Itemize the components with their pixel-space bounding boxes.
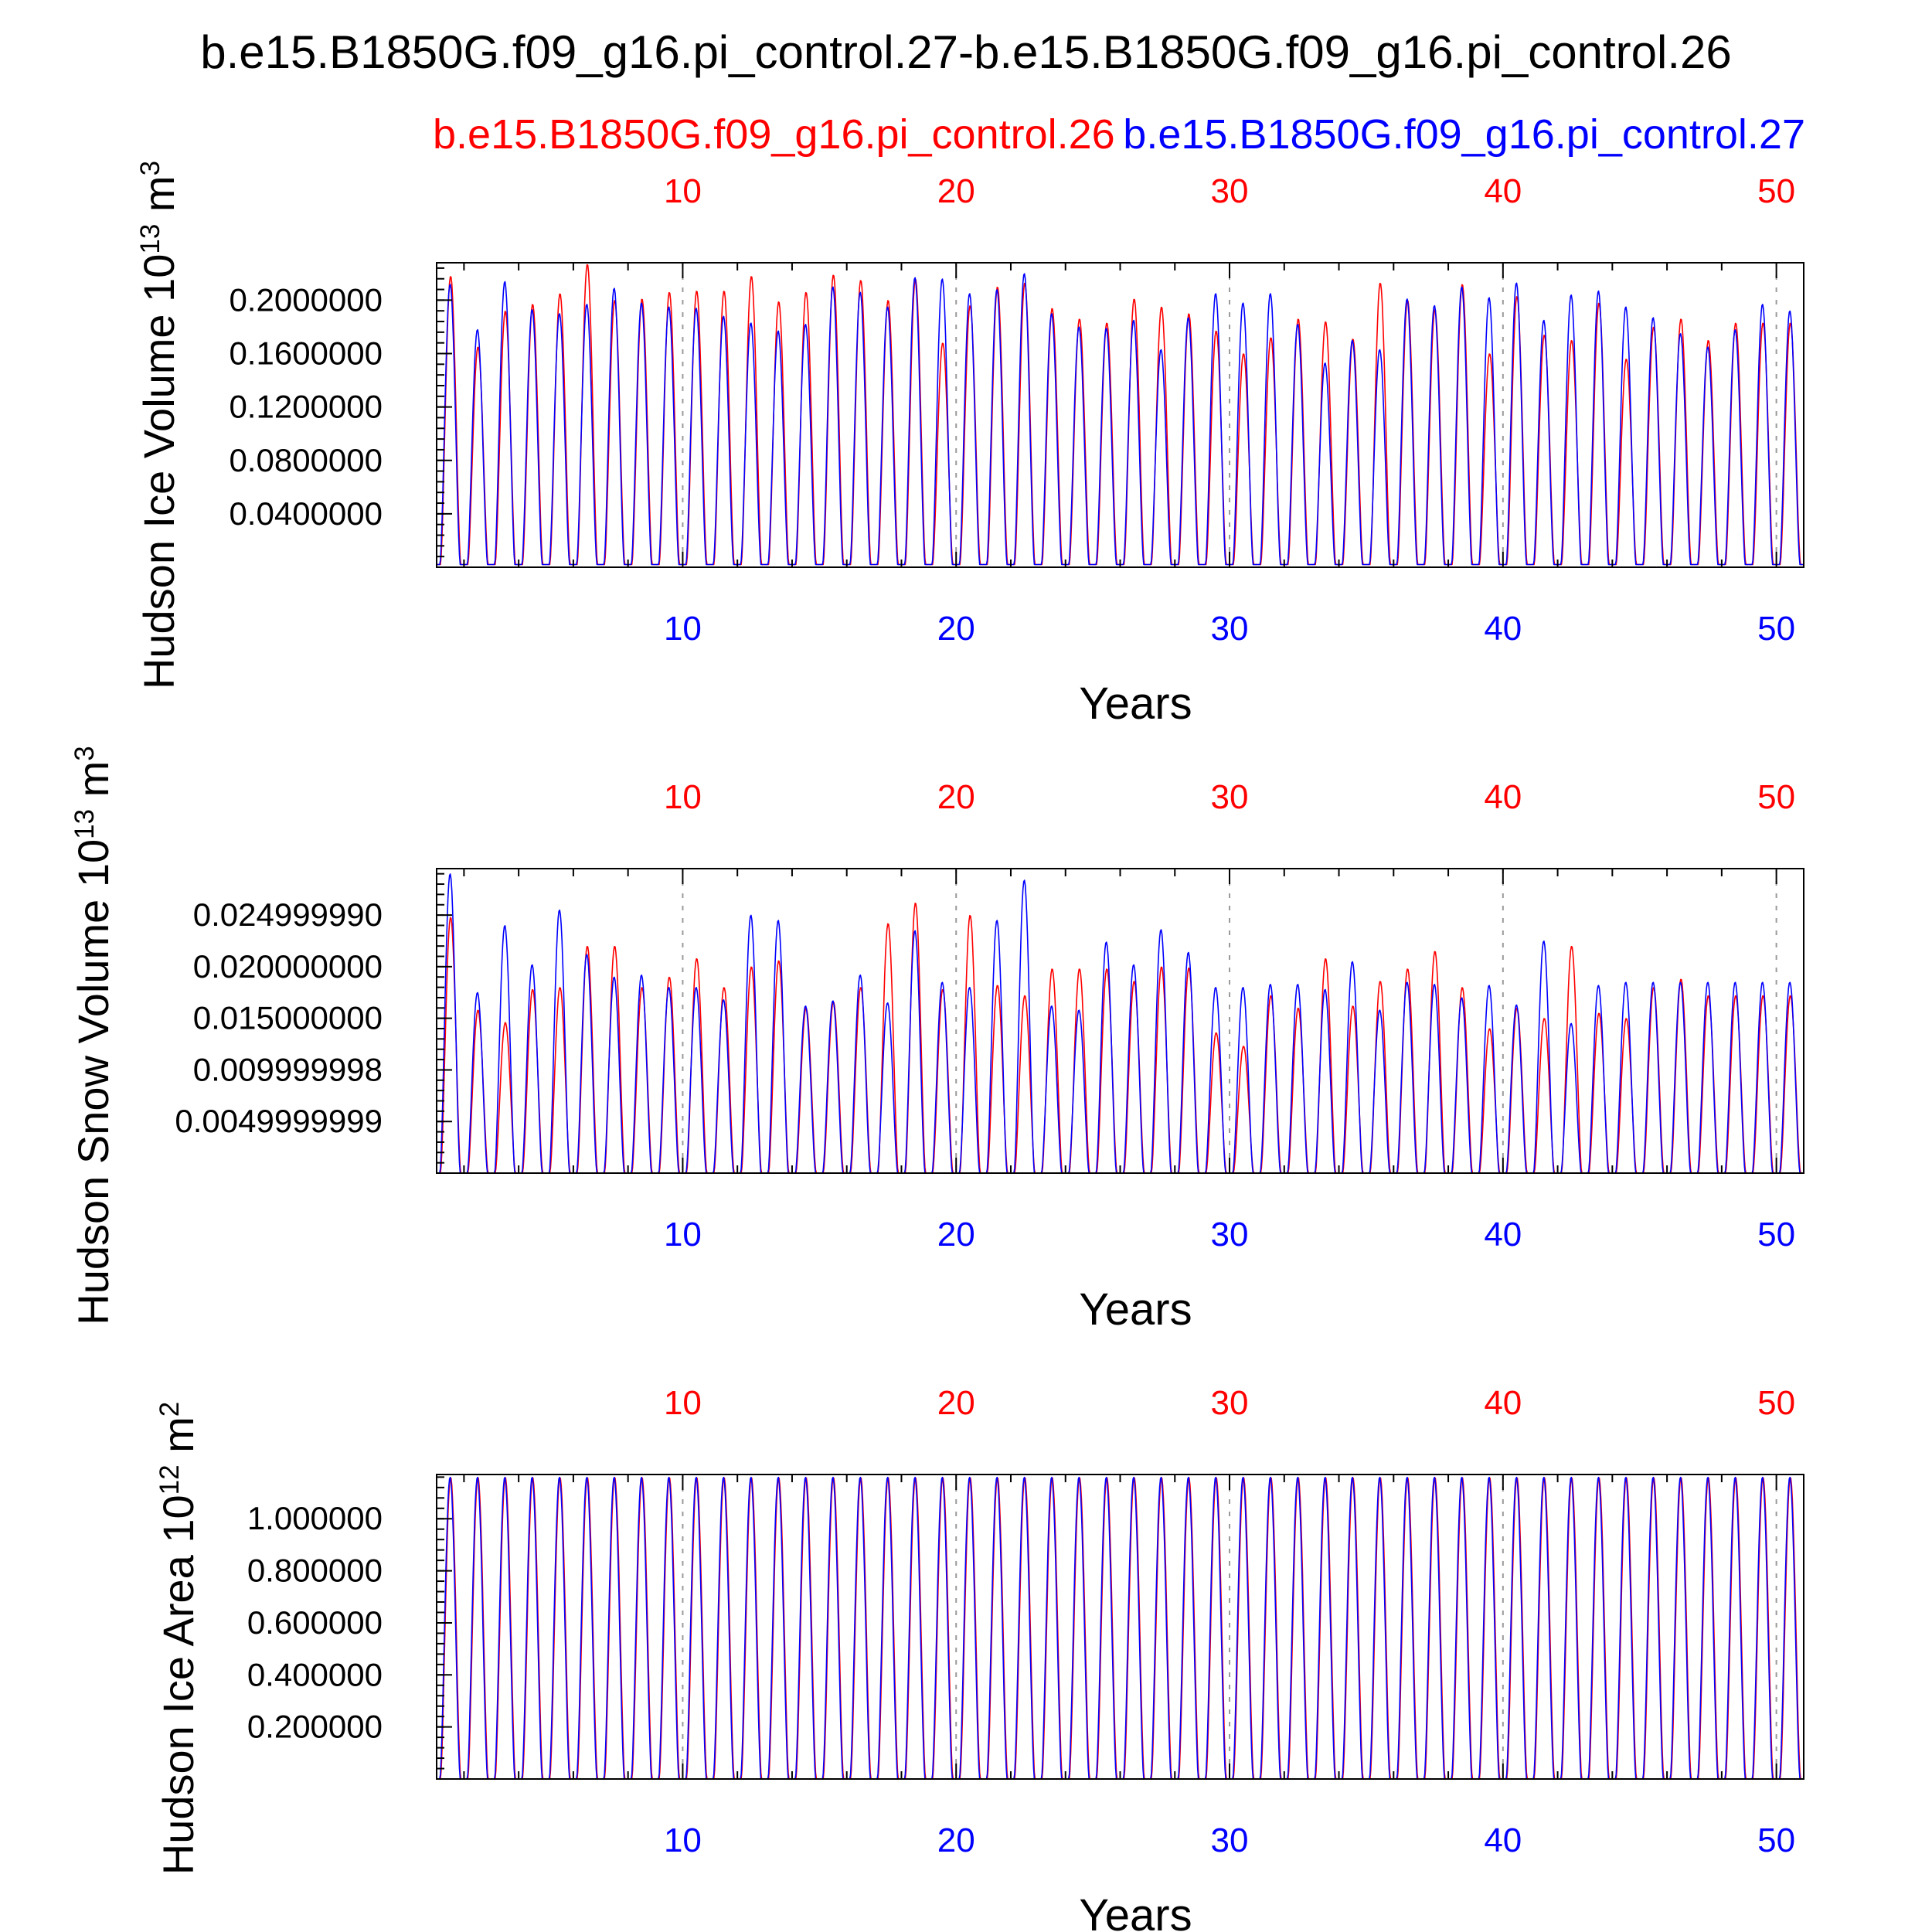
x-tick-label-bottom-20: 20 (937, 1821, 975, 1859)
x-tick-label-bottom-40: 40 (1484, 1821, 1522, 1859)
x-tick-label-top-30: 30 (1211, 1384, 1249, 1422)
panel-ice-area: 10 10 20 20 30 30 40 40 50 50 0.200000 0.400000 0.60… (154, 1384, 1804, 1932)
legend-blue-label: b.e15.B1850G.f09_g16.pi_control.27 (1123, 111, 1805, 158)
x-tick-label-top-10: 10 (664, 172, 702, 210)
y-tick-label-3: 0.1600000 (229, 335, 383, 372)
figure-title: b.e15.B1850G.f09_g16.pi_control.27-b.e15… (200, 26, 1732, 78)
x-tick-label-bottom-10: 10 (664, 1216, 702, 1253)
y-tick-label-0: 0.200000 (247, 1709, 383, 1745)
x-tick-label-top-10: 10 (664, 1384, 702, 1422)
series-line-control-27 (437, 1476, 1804, 1780)
y-tick-label-1: 0.009999998 (193, 1051, 383, 1087)
series-line-control-27 (437, 873, 1804, 1174)
x-axis-title: Years (1079, 1284, 1192, 1335)
plot-frame (436, 1474, 1804, 1780)
x-tick-label-bottom-20: 20 (937, 610, 975, 648)
y-tick-label-4: 0.2000000 (229, 281, 383, 318)
x-tick-label-top-30: 30 (1211, 778, 1249, 816)
x-tick-label-top-20: 20 (937, 1384, 975, 1422)
y-tick-label-0: 0.0400000 (229, 495, 383, 532)
y-tick-label-2: 0.015000000 (193, 1000, 383, 1036)
panel-snow-volume: 10 10 20 20 30 30 40 40 50 50 0.0049999999 0.009999… (69, 746, 1804, 1335)
x-tick-label-top-20: 20 (937, 778, 975, 816)
x-tick-label-top-50: 50 (1757, 1384, 1795, 1422)
x-tick-label-top-50: 50 (1757, 172, 1795, 210)
x-tick-label-bottom-30: 30 (1211, 1216, 1249, 1253)
x-tick-label-bottom-20: 20 (937, 1216, 975, 1253)
y-tick-label-1: 0.400000 (247, 1656, 383, 1692)
y-tick-label-1: 0.0800000 (229, 442, 383, 478)
x-tick-label-bottom-40: 40 (1484, 610, 1522, 648)
x-axis-title: Years (1079, 679, 1192, 729)
y-axis-title: Hudson Ice Volume 1013 m3 (134, 161, 183, 689)
x-tick-label-bottom-50: 50 (1757, 1216, 1795, 1253)
y-tick-label-3: 0.020000000 (193, 948, 383, 985)
x-tick-label-top-20: 20 (937, 172, 975, 210)
legend-red-label: b.e15.B1850G.f09_g16.pi_control.26 (433, 111, 1115, 158)
x-tick-label-top-40: 40 (1484, 172, 1522, 210)
y-tick-label-2: 0.1200000 (229, 389, 383, 425)
x-tick-label-bottom-30: 30 (1211, 610, 1249, 648)
x-tick-label-bottom-30: 30 (1211, 1821, 1249, 1859)
y-axis-title: Hudson Snow Volume 1013 m3 (69, 746, 117, 1325)
x-tick-label-top-10: 10 (664, 778, 702, 816)
x-axis-title: Years (1079, 1890, 1192, 1932)
x-tick-label-bottom-50: 50 (1757, 610, 1795, 648)
plot-frame (436, 262, 1804, 568)
x-tick-label-top-30: 30 (1211, 172, 1249, 210)
x-tick-label-bottom-10: 10 (664, 610, 702, 648)
x-tick-label-top-40: 40 (1484, 778, 1522, 816)
series-line-control-26 (437, 1477, 1804, 1780)
series-line-control-27 (437, 273, 1804, 566)
y-tick-label-4: 0.024999990 (193, 896, 383, 933)
x-tick-label-bottom-10: 10 (664, 1821, 702, 1859)
panel-ice-volume: 10 10 20 20 30 30 40 40 50 50 0.0400000 0.0800000 0.… (134, 161, 1804, 729)
y-tick-label-2: 0.600000 (247, 1604, 383, 1641)
plot-frame (436, 868, 1804, 1174)
y-tick-label-4: 1.000000 (247, 1500, 383, 1536)
series-line-control-26 (437, 264, 1804, 566)
x-tick-label-top-50: 50 (1757, 778, 1795, 816)
x-tick-label-bottom-40: 40 (1484, 1216, 1522, 1253)
x-tick-label-bottom-50: 50 (1757, 1821, 1795, 1859)
y-tick-label-0: 0.0049999999 (175, 1103, 383, 1139)
y-tick-label-3: 0.800000 (247, 1553, 383, 1589)
y-axis-title: Hudson Ice Area 1012 m2 (154, 1402, 202, 1876)
series-line-control-26 (437, 903, 1804, 1174)
x-tick-label-top-40: 40 (1484, 1384, 1522, 1422)
